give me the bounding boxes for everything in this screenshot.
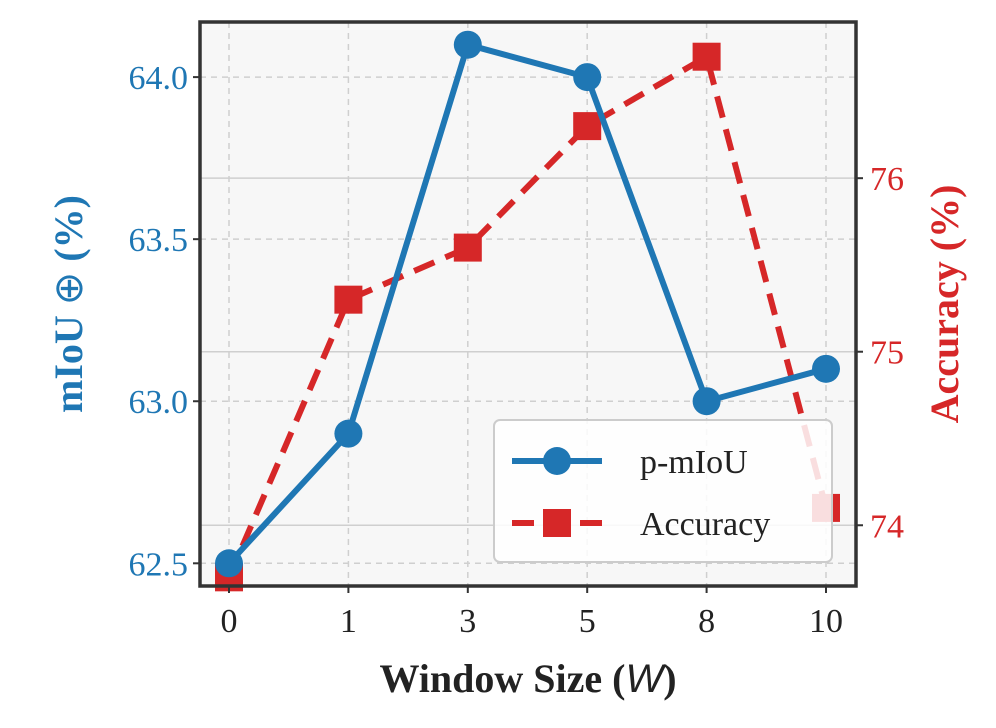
legend-label-p-miou: p-mIoU bbox=[640, 444, 748, 481]
y-axis-left-label: mIoU bbox=[46, 315, 91, 413]
p-miou-point bbox=[453, 30, 482, 59]
x-tick-label: 3 bbox=[459, 603, 476, 640]
legend-marker-p-miou bbox=[543, 447, 571, 475]
legend-entries: p-mIoU Accuracy bbox=[512, 444, 770, 543]
ticks: 0 1 3 5 8 10 62.5 63.0 63.5 64.0 74 75 76 bbox=[129, 60, 905, 640]
y-left-tick-label: 62.5 bbox=[129, 546, 189, 583]
legend-marker-accuracy bbox=[543, 509, 571, 537]
x-axis-label-close: ) bbox=[663, 656, 676, 701]
plot-frame bbox=[198, 20, 858, 588]
circled-plus-symbol: ⊕ bbox=[46, 272, 91, 306]
p-miou-point bbox=[334, 419, 363, 448]
legend: p-mIoU Accuracy bbox=[493, 419, 833, 563]
y-left-tick-label: 64.0 bbox=[129, 60, 189, 97]
accuracy-point bbox=[692, 42, 721, 71]
p-miou-point bbox=[812, 354, 840, 383]
x-axis-title: Window Size (W) bbox=[379, 656, 676, 701]
y-left-tick-label: 63.0 bbox=[129, 384, 189, 421]
accuracy-point bbox=[453, 233, 482, 262]
y-axis-right-title: Accuracy (%) bbox=[922, 185, 967, 424]
x-axis-symbol: W bbox=[625, 657, 666, 701]
legend-box bbox=[493, 419, 833, 563]
y-axis-left-unit: (%) bbox=[46, 195, 91, 262]
x-tick-label: 0 bbox=[221, 603, 238, 640]
x-tick-label: 5 bbox=[579, 603, 596, 640]
p-miou-point bbox=[692, 387, 721, 416]
p-miou-point bbox=[573, 63, 602, 92]
x-tick-label: 1 bbox=[340, 603, 357, 640]
accuracy-point bbox=[334, 285, 363, 314]
x-tick-label: 8 bbox=[698, 603, 715, 640]
accuracy-series-line bbox=[226, 53, 829, 579]
y-axis-left-title: mIoU ⊕ (%) bbox=[46, 195, 91, 413]
y-right-tick-label: 75 bbox=[870, 335, 904, 372]
accuracy-point bbox=[573, 112, 602, 141]
p-miou-point bbox=[215, 549, 243, 578]
y-right-tick-label: 76 bbox=[870, 161, 904, 198]
x-axis-label: Window Size ( bbox=[379, 656, 625, 701]
y-right-tick-label: 74 bbox=[870, 508, 904, 545]
legend-label-accuracy: Accuracy bbox=[640, 506, 770, 543]
x-tick-label: 10 bbox=[809, 603, 843, 640]
p-miou-series-line bbox=[226, 41, 827, 566]
y-left-tick-label: 63.5 bbox=[129, 222, 189, 259]
